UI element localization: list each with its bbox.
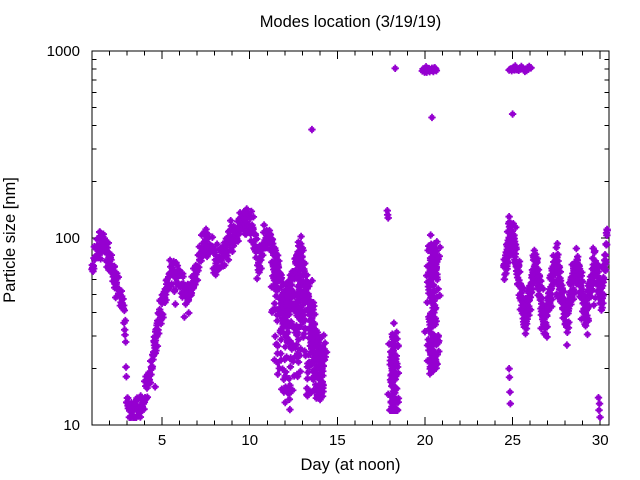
svg-text:15: 15 (329, 432, 346, 449)
svg-text:1000: 1000 (47, 43, 80, 60)
svg-text:100: 100 (55, 230, 80, 247)
svg-text:Day (at noon): Day (at noon) (301, 456, 401, 474)
svg-text:10: 10 (63, 417, 80, 434)
svg-text:30: 30 (592, 432, 609, 449)
svg-text:Modes location (3/19/19): Modes location (3/19/19) (260, 13, 442, 31)
svg-text:5: 5 (158, 432, 166, 449)
svg-text:20: 20 (417, 432, 434, 449)
svg-text:25: 25 (504, 432, 521, 449)
svg-text:10: 10 (241, 432, 258, 449)
svg-text:Particle size [nm]: Particle size [nm] (1, 177, 19, 303)
